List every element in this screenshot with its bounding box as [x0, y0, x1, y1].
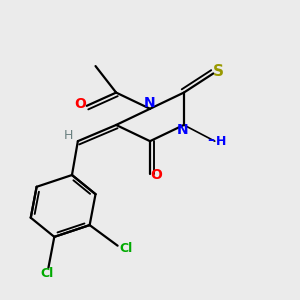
Text: O: O: [151, 168, 162, 182]
Text: N: N: [177, 123, 188, 137]
Text: H: H: [64, 129, 73, 142]
Text: H: H: [216, 135, 226, 148]
Text: Cl: Cl: [120, 242, 133, 254]
Text: N: N: [144, 97, 156, 110]
Text: O: O: [74, 98, 86, 111]
Text: S: S: [213, 64, 224, 79]
Text: –: –: [208, 133, 215, 147]
Text: Cl: Cl: [40, 267, 54, 280]
